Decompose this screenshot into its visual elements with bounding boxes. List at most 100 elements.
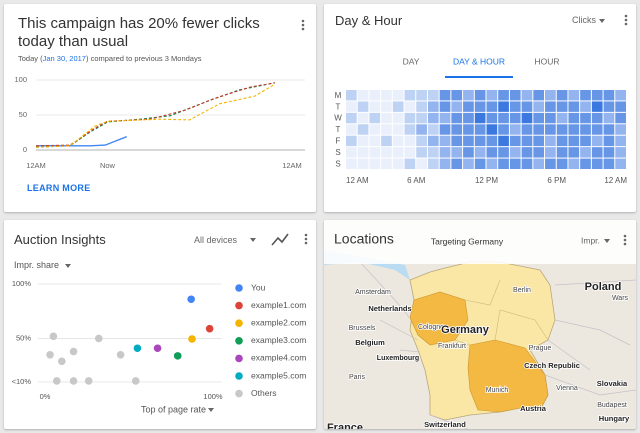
tab[interactable]: HOUR bbox=[534, 56, 559, 66]
x-axis-label[interactable]: Top of page rate bbox=[141, 404, 206, 414]
row-label: T bbox=[336, 125, 341, 134]
menu-icon[interactable] bbox=[624, 14, 628, 18]
point bbox=[153, 344, 162, 353]
heat-cell bbox=[474, 147, 486, 158]
heat-cell bbox=[416, 101, 427, 112]
country-label: Slovakia bbox=[597, 379, 628, 388]
metric-dropdown[interactable]: Clicks bbox=[572, 15, 596, 25]
heat-cell bbox=[486, 112, 498, 124]
heat-cell bbox=[556, 147, 568, 158]
tab[interactable]: DAY bbox=[403, 56, 420, 66]
heat-cell bbox=[580, 135, 591, 147]
menu-icon[interactable] bbox=[623, 238, 627, 242]
legend-label: example1.com bbox=[251, 300, 306, 310]
heat-cell bbox=[603, 90, 615, 101]
legend-label: example2.com bbox=[251, 317, 306, 327]
heat-cell bbox=[451, 135, 463, 147]
trend-icon[interactable] bbox=[271, 233, 289, 246]
heat-cell bbox=[509, 135, 521, 147]
heat-cell bbox=[346, 124, 357, 135]
heat-cell bbox=[509, 101, 521, 112]
device-dropdown[interactable]: All devices bbox=[194, 235, 238, 245]
learn-more[interactable]: LEARN MORE bbox=[27, 183, 91, 193]
heat-cell bbox=[404, 124, 416, 135]
heat-cell bbox=[474, 135, 486, 147]
city-label: Paris bbox=[349, 374, 365, 381]
heat-cell bbox=[369, 158, 381, 169]
heat-cell bbox=[381, 124, 392, 135]
heat-cell bbox=[463, 147, 474, 158]
country-label: Luxembourg bbox=[377, 355, 419, 362]
heat-cell bbox=[533, 158, 545, 169]
heat-cell bbox=[521, 135, 533, 147]
point bbox=[49, 332, 58, 341]
heat-cell bbox=[615, 90, 626, 101]
heat-cell bbox=[556, 124, 568, 135]
heat-cell bbox=[369, 147, 381, 158]
heat-cell bbox=[404, 101, 416, 112]
heat-cell bbox=[404, 147, 416, 158]
heat-cell bbox=[392, 112, 404, 124]
heat-cell bbox=[474, 90, 486, 101]
dropdown-arrow[interactable] bbox=[208, 408, 214, 412]
dropdown-arrow[interactable] bbox=[599, 19, 605, 23]
heat-cell bbox=[486, 124, 498, 135]
point bbox=[133, 344, 142, 353]
menu-icon[interactable] bbox=[304, 233, 308, 237]
dropdown-arrow[interactable] bbox=[65, 264, 71, 268]
heat-cell bbox=[369, 112, 381, 124]
menu-icon[interactable] bbox=[623, 234, 627, 238]
x-tick-label: Now bbox=[100, 161, 116, 170]
heat-cell bbox=[521, 158, 533, 169]
heat-cell bbox=[346, 90, 357, 101]
heat-cell bbox=[580, 112, 591, 124]
heat-cell bbox=[545, 101, 556, 112]
city-label: Vienna bbox=[556, 385, 578, 392]
heat-cell bbox=[357, 124, 369, 135]
dropdown-arrow[interactable] bbox=[604, 239, 610, 243]
menu-icon[interactable] bbox=[624, 18, 628, 22]
country-label: Belgium bbox=[355, 338, 385, 347]
heat-cell bbox=[615, 112, 626, 124]
heat-cell bbox=[603, 158, 615, 169]
menu-icon[interactable] bbox=[304, 237, 308, 241]
menu-icon[interactable] bbox=[301, 19, 305, 23]
heat-cell bbox=[556, 158, 568, 169]
tab[interactable]: DAY & HOUR bbox=[453, 56, 505, 66]
heat-cell bbox=[463, 101, 474, 112]
heat-cell bbox=[392, 135, 404, 147]
heat-cell bbox=[381, 147, 392, 158]
card-title: This campaign has 20% fewer clicks today… bbox=[18, 15, 260, 50]
legend-swatch bbox=[235, 354, 243, 363]
heat-cell bbox=[486, 158, 498, 169]
heat-cell bbox=[357, 90, 369, 101]
dropdown-arrow[interactable] bbox=[250, 238, 256, 242]
country-label: Germany bbox=[441, 324, 490, 336]
heat-cell bbox=[545, 90, 556, 101]
date-link[interactable]: Jan 30, 2017 bbox=[42, 54, 86, 63]
legend-label: Others bbox=[251, 388, 277, 398]
heat-cell bbox=[521, 112, 533, 124]
menu-icon[interactable] bbox=[304, 241, 308, 245]
legend-swatch bbox=[235, 319, 243, 328]
heat-cell bbox=[346, 112, 357, 124]
heat-cell bbox=[439, 101, 451, 112]
line-series bbox=[36, 136, 127, 147]
menu-icon[interactable] bbox=[624, 22, 628, 26]
menu-icon[interactable] bbox=[301, 23, 305, 27]
heat-cell bbox=[509, 124, 521, 135]
heat-cell bbox=[615, 158, 626, 169]
menu-icon[interactable] bbox=[623, 242, 627, 246]
metric-dropdown[interactable]: Impr. bbox=[581, 235, 600, 245]
heat-cell bbox=[545, 147, 556, 158]
heat-cell bbox=[498, 147, 509, 158]
point bbox=[84, 377, 93, 385]
heat-cell bbox=[357, 158, 369, 169]
heat-cell bbox=[556, 101, 568, 112]
city-label: Frankfurt bbox=[438, 343, 466, 350]
map-subtitle: Targeting Germany bbox=[431, 236, 504, 246]
heat-cell bbox=[568, 158, 580, 169]
metric-dropdown[interactable]: Impr. share bbox=[14, 260, 60, 270]
menu-icon[interactable] bbox=[301, 27, 305, 31]
